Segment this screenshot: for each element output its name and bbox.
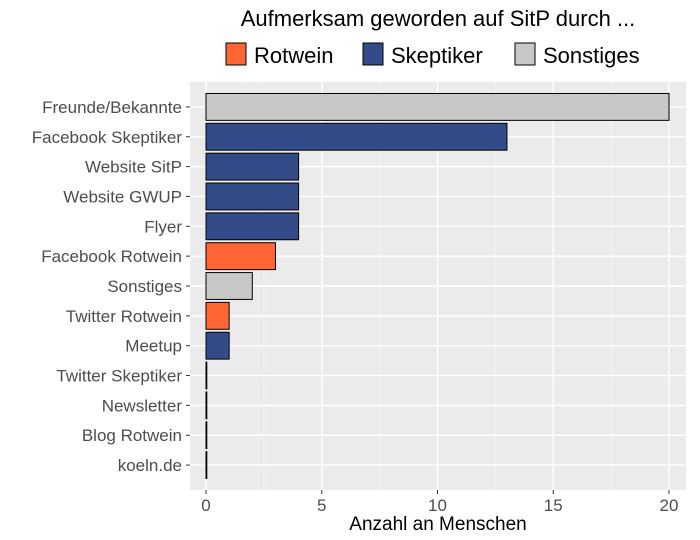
legend-swatch (362, 42, 384, 66)
x-tick-label: 0 (201, 496, 210, 515)
y-tick-label: Facebook Skeptiker (32, 128, 183, 147)
bar (205, 92, 670, 121)
legend-swatch (225, 42, 247, 66)
bar (205, 152, 300, 181)
x-tick-label: 15 (544, 496, 563, 515)
bar (205, 122, 508, 151)
bar (205, 391, 208, 420)
bar (205, 212, 300, 241)
bar (205, 182, 300, 211)
legend-swatch (514, 42, 536, 66)
x-tick-label: 5 (317, 496, 326, 515)
x-tick-label: 20 (660, 496, 679, 515)
legend: Rotwein Skeptiker Sonstiges (225, 42, 640, 68)
y-axis: Freunde/Bekannte Facebook Skeptiker Websit… (32, 98, 190, 475)
bar (205, 451, 208, 480)
chart-title: Aufmerksam geworden auf SitP durch ... (241, 6, 636, 31)
y-tick-label: Twitter Skeptiker (56, 367, 182, 386)
x-axis: 0 5 10 15 20 (201, 490, 678, 515)
bar (205, 301, 230, 330)
legend-label: Rotwein (254, 43, 333, 68)
x-tick-label: 10 (428, 496, 447, 515)
legend-label: Sonstiges (543, 43, 640, 68)
legend-label: Skeptiker (391, 43, 483, 68)
bar (205, 361, 208, 390)
y-tick-label: Website GWUP (63, 187, 182, 206)
bar (205, 272, 253, 300)
y-tick-label: koeln.de (118, 456, 182, 475)
y-tick-label: Sonstiges (107, 277, 182, 296)
bar (205, 242, 276, 271)
y-tick-label: Freunde/Bekannte (42, 98, 182, 117)
bars (205, 92, 670, 480)
y-tick-label: Facebook Rotwein (41, 247, 182, 266)
bar (205, 331, 230, 360)
y-tick-label: Meetup (125, 337, 182, 356)
x-axis-title: Anzahl an Menschen (349, 514, 526, 535)
y-tick-label: Twitter Rotwein (66, 307, 182, 326)
y-tick-label: Blog Rotwein (82, 426, 182, 445)
y-tick-label: Flyer (144, 217, 182, 236)
y-tick-label: Website SitP (85, 158, 182, 177)
bar (205, 421, 208, 450)
y-tick-label: Newsletter (102, 396, 183, 415)
